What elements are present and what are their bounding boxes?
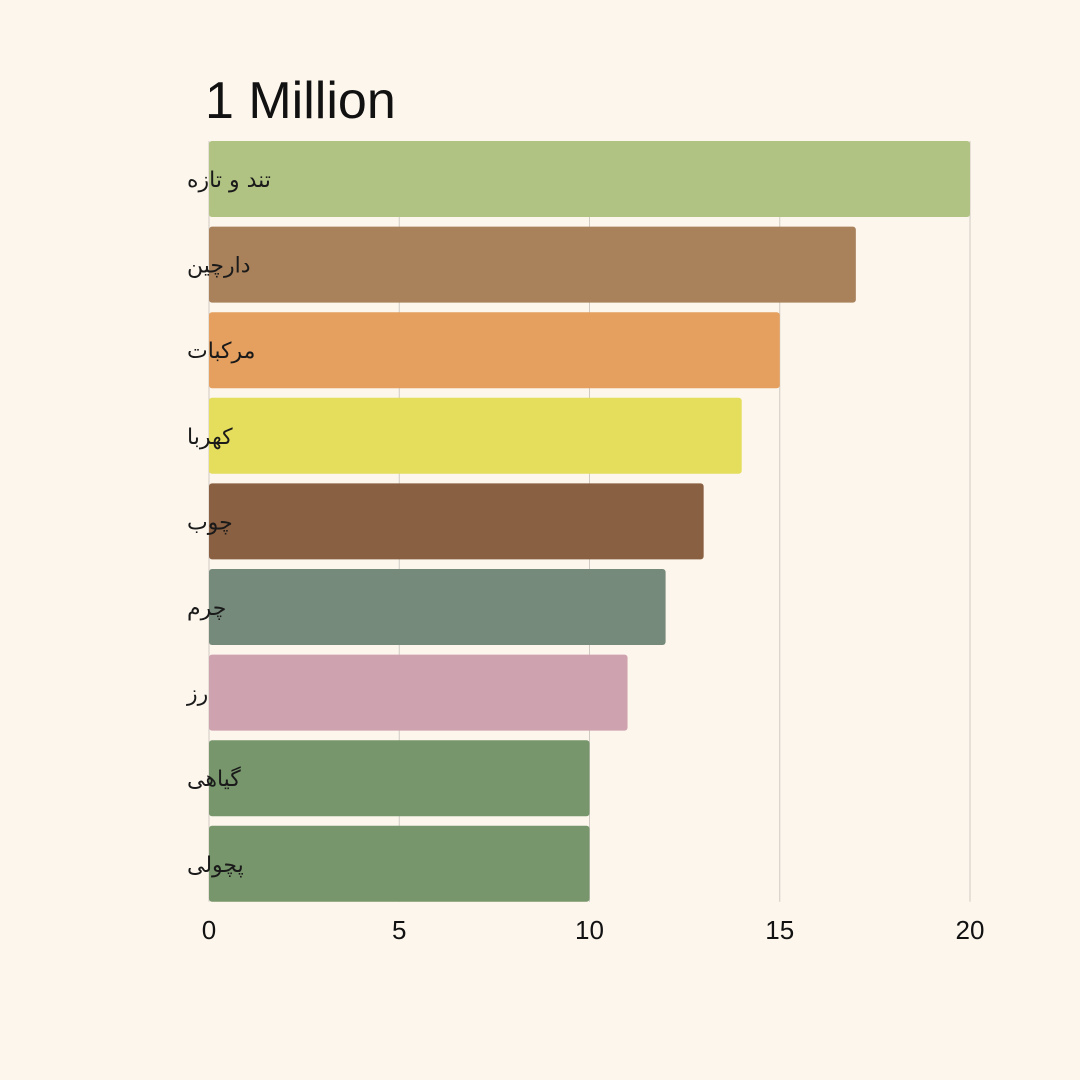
bars xyxy=(209,141,970,902)
category-label: مرکبات xyxy=(187,339,255,364)
x-tick-label: 5 xyxy=(392,915,406,945)
chart-title: 1 Million xyxy=(205,72,396,130)
category-label: رز xyxy=(186,682,208,707)
bar xyxy=(209,397,742,474)
bar xyxy=(209,483,704,560)
category-label: چرم xyxy=(187,596,226,621)
bar xyxy=(209,740,590,817)
category-label: پچولی xyxy=(187,853,244,878)
category-label: چوب xyxy=(187,510,233,535)
category-label: گیاهی xyxy=(187,766,241,792)
bar xyxy=(209,226,856,303)
bar xyxy=(209,141,970,217)
bar xyxy=(209,654,628,731)
category-label: دارچین xyxy=(187,254,251,279)
x-tick-label: 10 xyxy=(575,915,604,945)
bar xyxy=(209,569,666,645)
bar xyxy=(209,825,590,902)
x-tick-label: 20 xyxy=(956,915,985,945)
category-labels: تند و تازه دارچین مرکبات کهربا چوب چرم رز گیاهی… xyxy=(186,168,271,878)
x-tick-label: 15 xyxy=(765,915,794,945)
x-tick-label: 0 xyxy=(202,915,216,945)
category-label: تند و تازه xyxy=(187,168,271,193)
x-axis-ticks: 0 5 10 15 20 xyxy=(202,915,985,945)
bar xyxy=(209,312,780,389)
category-label: کهربا xyxy=(187,425,233,450)
